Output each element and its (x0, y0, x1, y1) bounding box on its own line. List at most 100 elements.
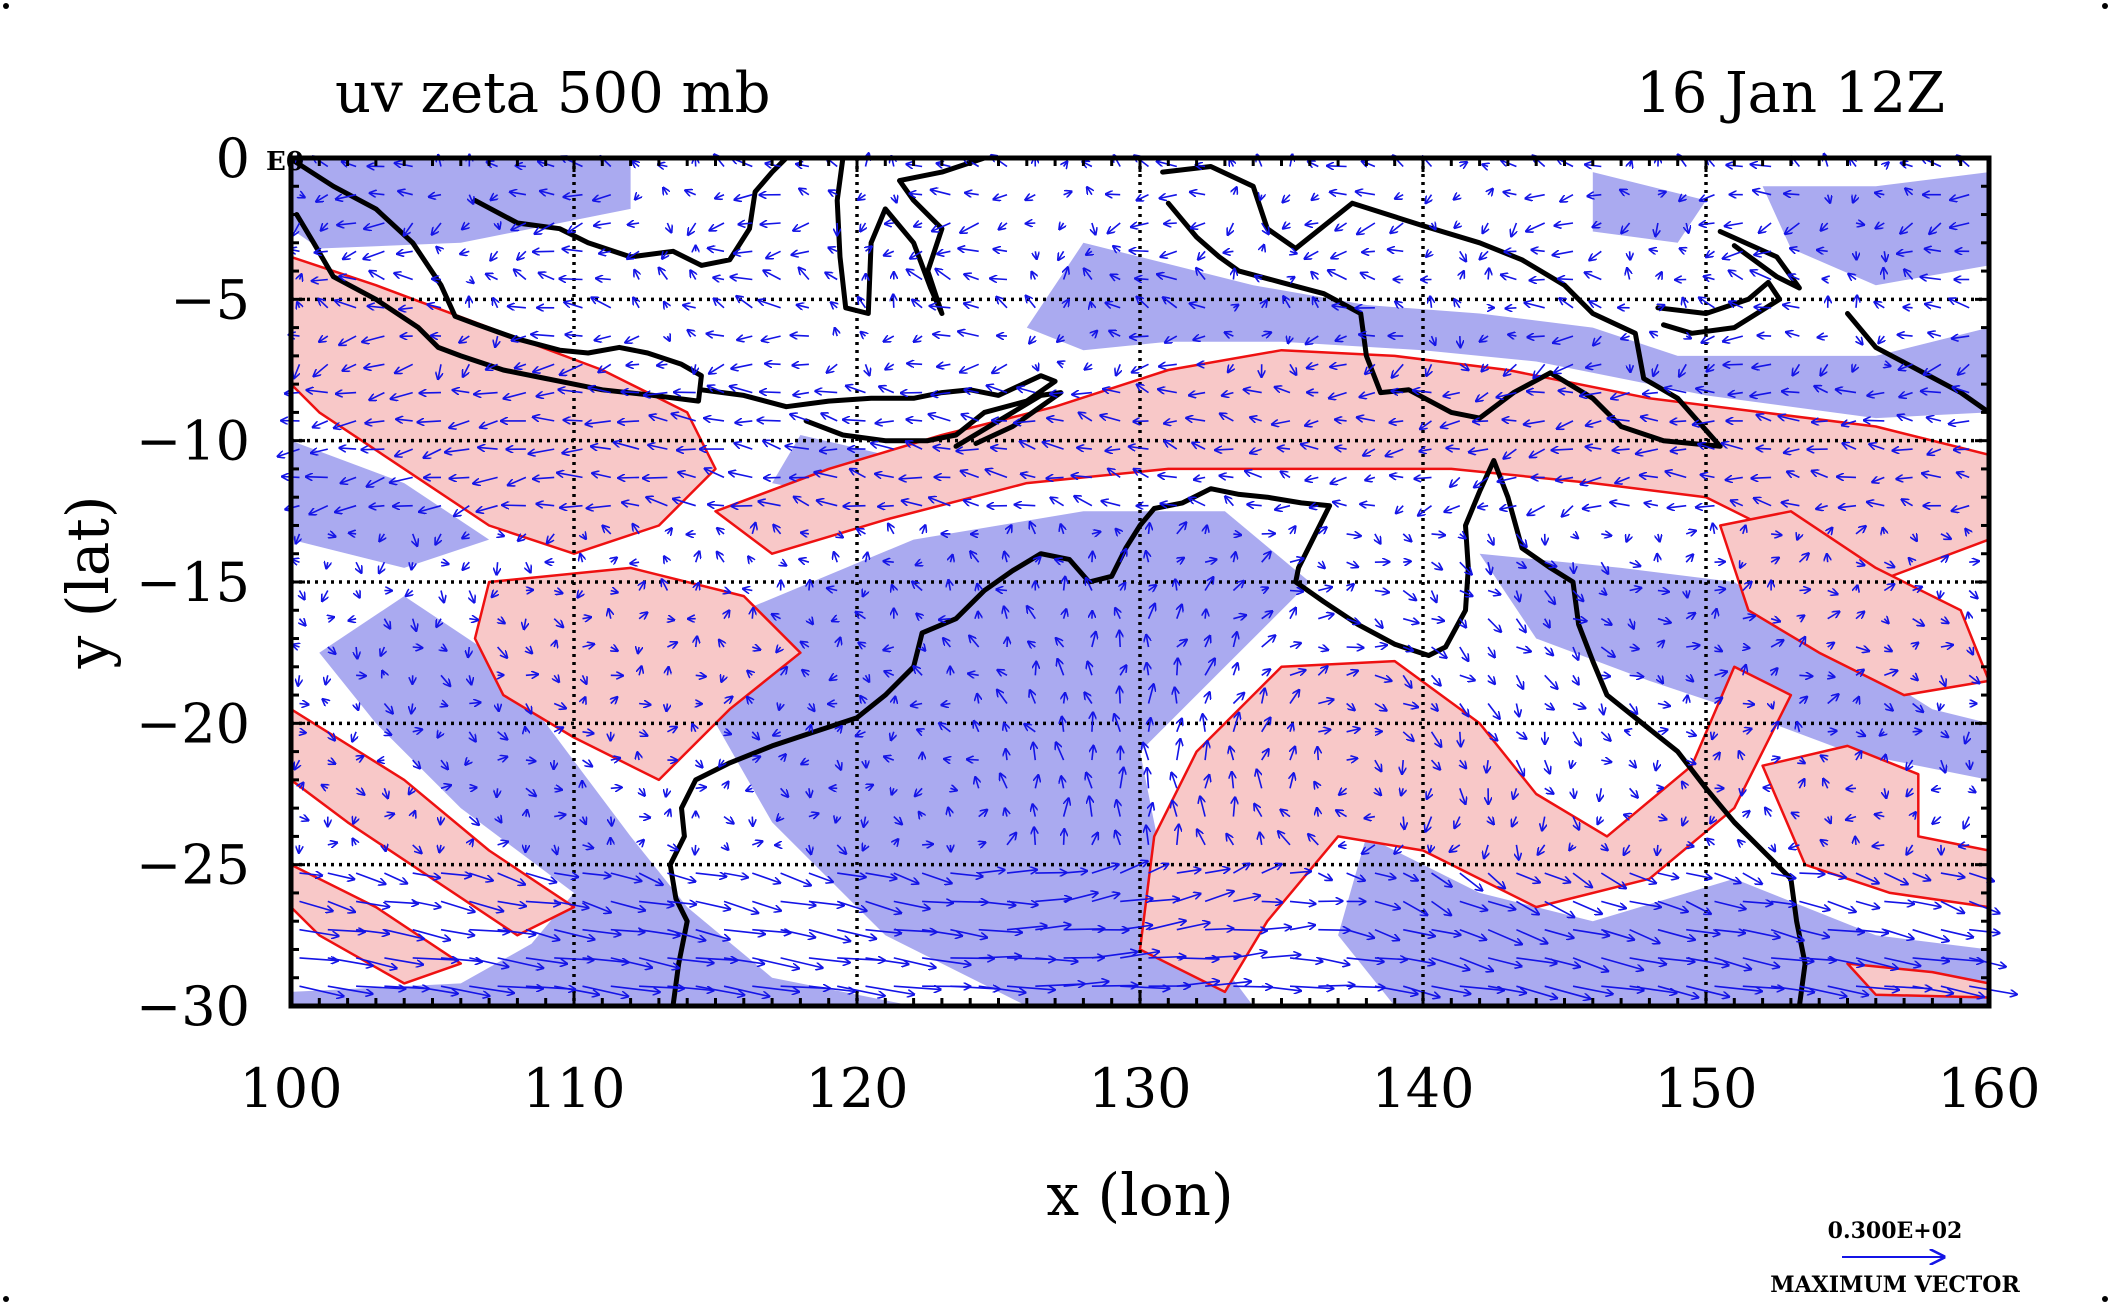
wind-vector (860, 696, 865, 704)
wind-vector (921, 928, 962, 936)
wind-vector (1827, 554, 1828, 563)
wind-vector (326, 675, 328, 684)
wind-vector (866, 552, 868, 563)
wind-vector (1063, 192, 1072, 195)
wind-vector (915, 562, 922, 565)
wind-vector (731, 364, 753, 368)
wind-vector (1311, 272, 1318, 281)
wind-vector (327, 647, 336, 654)
wind-vector (817, 500, 838, 507)
wind-vector (1035, 898, 1071, 901)
wind-vector (815, 391, 838, 393)
wind-vector (1120, 583, 1125, 591)
wind-vector (1317, 747, 1318, 761)
wind-vector (1480, 250, 1489, 259)
wind-vector (808, 900, 844, 905)
wind-vector (1004, 723, 1007, 733)
wind-vector (1898, 335, 1913, 337)
wind-vector (1029, 336, 1035, 344)
wind-vector (526, 703, 532, 714)
wind-vector (1281, 472, 1291, 478)
wind-vector (808, 872, 833, 882)
negative-vorticity-region-6 (1026, 242, 1989, 419)
wind-vector (1460, 336, 1461, 347)
wind-vector (314, 251, 328, 252)
wind-vector (902, 501, 923, 507)
wind-vector (1087, 187, 1092, 195)
wind-vector (1707, 839, 1716, 845)
wind-vector (468, 815, 479, 826)
wind-vector (306, 390, 328, 393)
wind-vector (1006, 870, 1037, 873)
wind-vector (396, 419, 413, 421)
wind-vector (836, 900, 867, 911)
wind-vector (1007, 637, 1008, 648)
wind-vector (1119, 549, 1126, 563)
wind-vector (469, 675, 471, 684)
wind-vector (762, 336, 781, 341)
wind-vector (1132, 363, 1149, 372)
wind-vector (1147, 684, 1154, 704)
wind-vector (1072, 393, 1092, 395)
wind-vector (1035, 958, 1078, 962)
wind-vector (780, 900, 816, 905)
wind-vector (1232, 712, 1239, 733)
wind-vector (834, 552, 838, 563)
wind-vector (893, 986, 941, 989)
negative-vorticity-region-0 (291, 158, 631, 249)
wind-vector (1431, 619, 1445, 621)
wind-vector (978, 810, 988, 817)
wind-vector (1116, 364, 1120, 375)
wind-vector (835, 328, 838, 337)
wind-vector (498, 817, 502, 823)
wind-vector (1064, 609, 1067, 619)
wind-vector (1558, 279, 1574, 280)
wind-vector (1356, 192, 1376, 195)
wind-vector (1084, 364, 1092, 369)
wind-vector (705, 469, 725, 479)
wind-vector (1092, 331, 1097, 336)
wind-vector (337, 223, 357, 225)
wind-vector (1058, 362, 1064, 364)
wind-vector (1232, 693, 1244, 705)
wind-vector (667, 642, 677, 647)
wind-vector (1864, 420, 1885, 421)
wind-vector (950, 873, 983, 876)
wind-vector (858, 195, 866, 200)
wind-vector (883, 336, 895, 342)
wind-vector (719, 760, 724, 767)
wind-vector (582, 900, 612, 912)
wind-vector (687, 330, 697, 336)
wind-vector (526, 561, 531, 573)
wind-vector (1148, 585, 1157, 591)
wind-vector (1763, 788, 1772, 789)
wind-vector (1244, 389, 1262, 392)
wind-vector (496, 646, 508, 658)
wind-vector (893, 816, 902, 825)
wind-vector (1418, 505, 1432, 516)
wind-vector (1330, 192, 1347, 195)
wind-vector (1696, 506, 1715, 508)
wind-vector (1856, 251, 1857, 260)
wind-vector (1063, 982, 1109, 987)
wind-vector (666, 788, 668, 797)
wind-vector (1799, 590, 1810, 591)
wind-vector (1226, 834, 1235, 846)
wind-vector (747, 697, 752, 704)
wind-vector (1583, 506, 1602, 509)
wind-vector (1771, 845, 1775, 852)
wind-vector (1064, 829, 1065, 845)
wind-vector (1610, 502, 1630, 506)
wind-vector (964, 274, 979, 279)
wind-vector (1261, 985, 1302, 991)
wind-vector (1912, 731, 1922, 732)
wind-vector (1525, 195, 1545, 199)
y-tick-label: −5 (170, 268, 250, 331)
wind-vector (440, 674, 450, 686)
wind-vector (1233, 797, 1235, 817)
wind-vector (1092, 222, 1096, 235)
wind-vector (1817, 336, 1828, 337)
wind-vector (1573, 534, 1578, 539)
wind-vector (525, 760, 536, 761)
wind-vector (1374, 618, 1383, 628)
